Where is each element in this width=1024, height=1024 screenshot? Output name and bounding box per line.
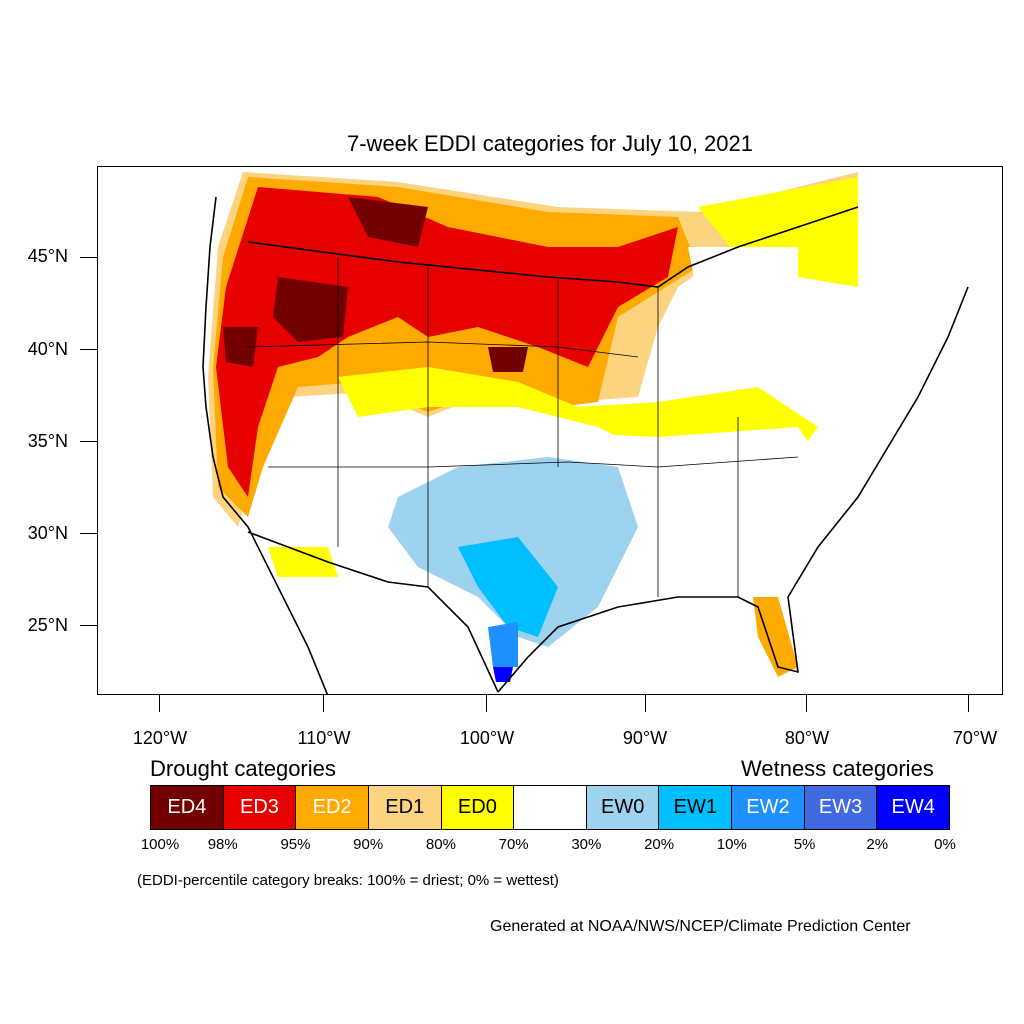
lon-tick xyxy=(486,695,487,712)
lat-tick xyxy=(80,533,97,534)
percentile-label: 95% xyxy=(280,836,311,853)
lat-tick xyxy=(80,625,97,626)
lon-label-80: 80°W xyxy=(784,728,830,748)
lon-tick xyxy=(645,695,646,712)
ed0-region-mexico xyxy=(268,547,338,577)
coastlines xyxy=(202,196,969,694)
neutral-region-mexico xyxy=(238,527,428,694)
lon-label-70: 70°W xyxy=(952,728,998,748)
ed4-region-oregon xyxy=(223,327,258,367)
lat-tick xyxy=(80,441,97,442)
lat-tick xyxy=(80,257,97,258)
ed2-region-florida xyxy=(753,597,798,677)
lon-label-120: 120°W xyxy=(132,728,188,748)
percentile-label: 98% xyxy=(207,836,238,853)
percentile-label: 0% xyxy=(934,836,956,853)
lat-label-45: 45°N xyxy=(27,246,68,266)
lat-tick xyxy=(80,349,97,350)
ew2-region xyxy=(488,622,518,667)
ed4-region-northwest xyxy=(348,197,428,247)
ed3-region xyxy=(216,187,678,497)
eddi-map xyxy=(97,166,1003,695)
map-title: 7-week EDDI categories for July 10, 2021 xyxy=(347,131,753,156)
lon-label-90: 90°W xyxy=(622,728,668,748)
legend-box-ew4: EW4 xyxy=(877,786,950,829)
lat-label-25: 25°N xyxy=(27,615,68,635)
percentile-label: 90% xyxy=(353,836,384,853)
state-borders xyxy=(247,257,799,597)
lon-label-100: 100°W xyxy=(459,728,515,748)
percentile-label: 70% xyxy=(498,836,529,853)
percentile-label: 10% xyxy=(716,836,747,853)
lon-label-110: 110°W xyxy=(297,728,351,748)
percentile-label: 30% xyxy=(571,836,602,853)
legend-box-ew3: EW3 xyxy=(804,786,878,829)
category-fields xyxy=(208,172,858,694)
legend-color-bar: ED4 ED3 ED2 ED1 ED0 EW0 EW1 EW2 EW3 EW4 xyxy=(150,785,950,830)
us-mexico-border xyxy=(247,531,499,693)
legend-box-ed3: ED3 xyxy=(223,786,297,829)
percentile-label: 2% xyxy=(866,836,889,853)
lon-tick xyxy=(159,695,160,712)
lat-label-30: 30°N xyxy=(27,523,68,543)
neutral-region-north xyxy=(688,247,798,297)
map-canvas xyxy=(202,172,969,694)
category-breaks-note: (EDDI-percentile category breaks: 100% =… xyxy=(137,872,559,889)
lat-label-40: 40°N xyxy=(27,339,68,359)
wetness-categories-heading: Wetness categories xyxy=(741,756,934,781)
legend-box-ed0: ED0 xyxy=(441,786,515,829)
credit-line: Generated at NOAA/NWS/NCEP/Climate Predi… xyxy=(490,918,911,935)
legend-box-neutral xyxy=(514,786,587,829)
legend-box-ew0: EW0 xyxy=(586,786,660,829)
ew4-region xyxy=(493,667,513,682)
ew1-region xyxy=(458,537,558,637)
percentile-label: 100% xyxy=(140,836,180,853)
lon-tick xyxy=(968,695,969,712)
legend-box-ed2: ED2 xyxy=(296,786,369,829)
west-coastline xyxy=(202,196,329,694)
legend-box-ew1: EW1 xyxy=(659,786,733,829)
lon-tick xyxy=(323,695,324,712)
percentile-label: 5% xyxy=(793,836,816,853)
ed4-region-plains xyxy=(488,347,528,372)
legend-box-ed1: ED1 xyxy=(368,786,442,829)
gulf-coastline xyxy=(497,286,969,693)
percentile-label: 20% xyxy=(644,836,675,853)
lon-tick xyxy=(806,695,807,712)
percentile-label: 80% xyxy=(425,836,456,853)
ed0-region-northeast xyxy=(698,177,858,287)
lat-label-35: 35°N xyxy=(27,431,68,451)
legend-box-ew2: EW2 xyxy=(732,786,805,829)
drought-categories-heading: Drought categories xyxy=(150,756,336,781)
legend-box-ed4: ED4 xyxy=(151,786,224,829)
ed4-region-idaho xyxy=(273,277,348,342)
